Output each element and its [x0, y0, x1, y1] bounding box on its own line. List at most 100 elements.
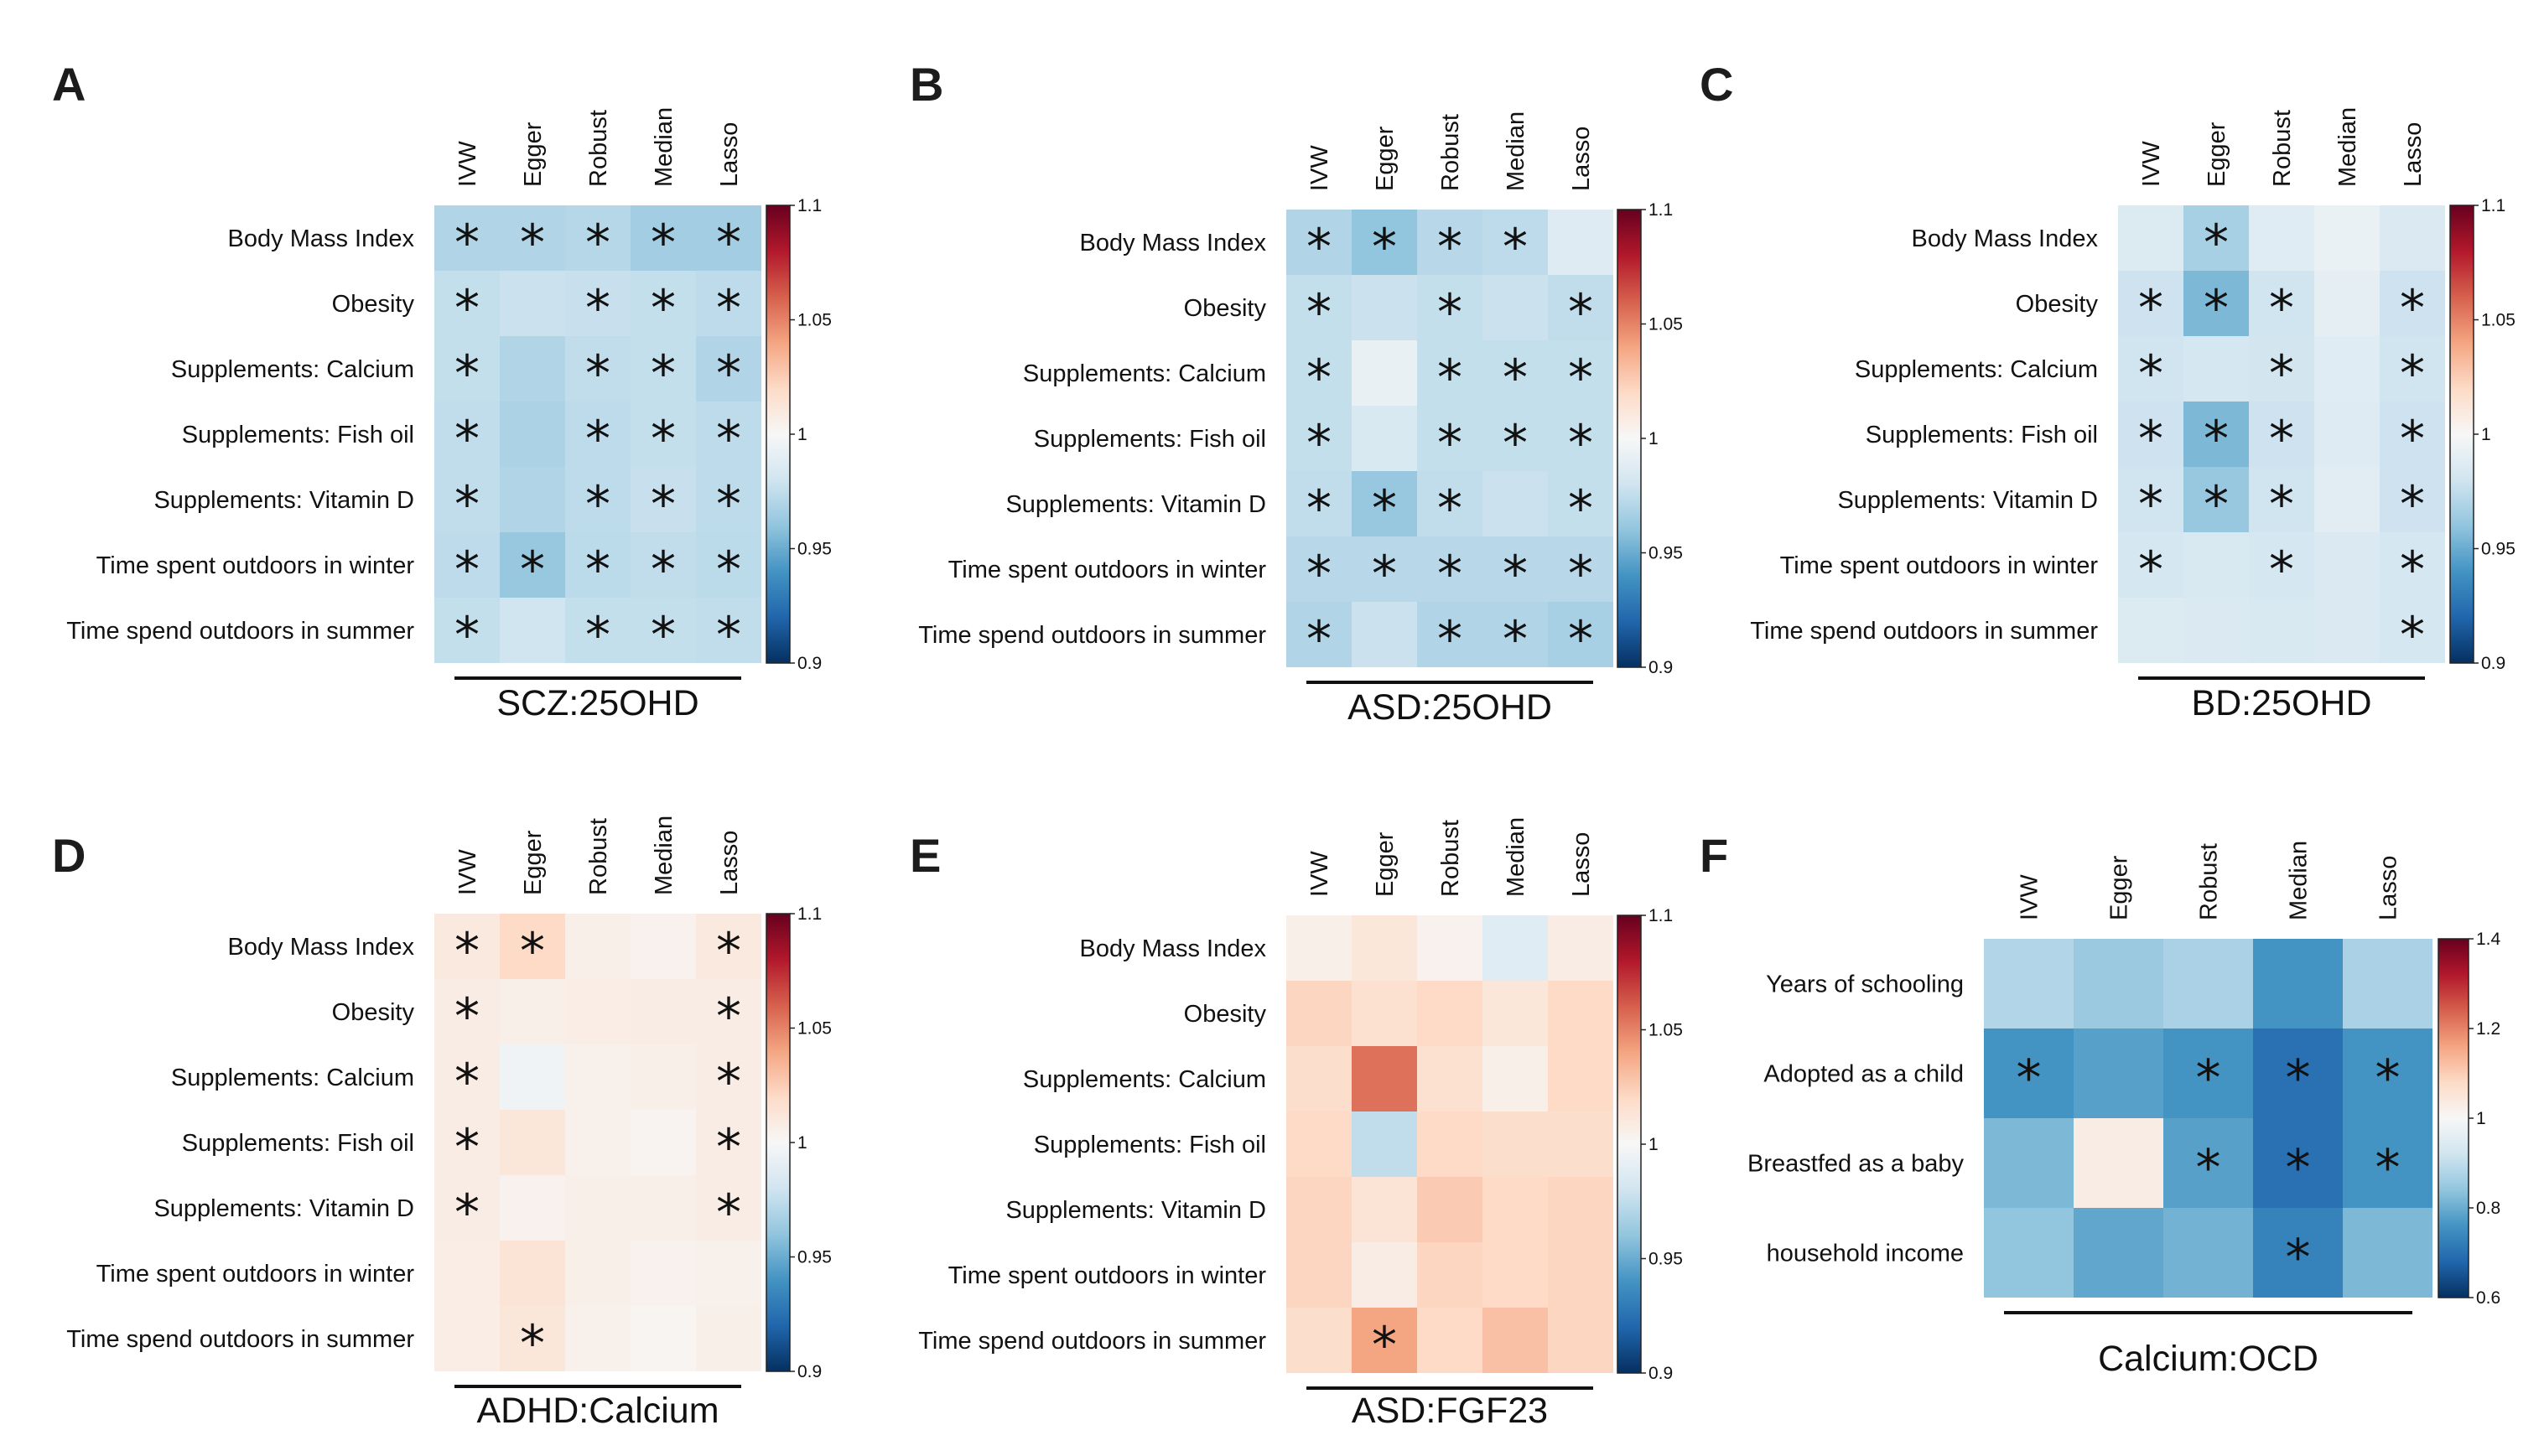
- heatmap-cell: [2380, 205, 2445, 271]
- colorbar-tick-label: 1: [2476, 1109, 2486, 1128]
- heatmap-cell: [1548, 915, 1613, 981]
- heatmap-cell: [2183, 271, 2249, 336]
- heatmap-cell: [696, 467, 761, 532]
- significance-star: *: [651, 475, 676, 534]
- colorbar-tick-label: 0.8: [2476, 1199, 2500, 1218]
- significance-star: *: [1372, 479, 1397, 538]
- significance-star: *: [1568, 610, 1593, 669]
- significance-star: *: [2138, 541, 2163, 599]
- column-label: IVW: [454, 141, 481, 187]
- significance-star: *: [651, 410, 676, 469]
- row-label: Time spent outdoors in winter: [96, 1261, 415, 1288]
- column-label: Lasso: [2375, 856, 2402, 920]
- heatmap-cell: [1548, 471, 1613, 536]
- colorbar-tick-label: 1.05: [797, 311, 832, 330]
- heatmap-cell: [2380, 598, 2445, 663]
- column-label: Median: [1503, 111, 1529, 191]
- heatmap-cell: [631, 979, 696, 1044]
- significance-star: *: [1503, 610, 1528, 669]
- significance-star: *: [454, 1184, 480, 1242]
- heatmap-cell: [565, 532, 631, 598]
- heatmap-cell: [434, 914, 500, 979]
- significance-star: *: [1568, 545, 1593, 604]
- panel-letter: E: [910, 829, 941, 882]
- row-label: Obesity: [1184, 1001, 1267, 1028]
- significance-star: *: [454, 1118, 480, 1177]
- heatmap-cell: [1482, 1242, 1548, 1308]
- heatmap-cell: [1984, 1118, 2074, 1208]
- heatmap-cell: [1417, 1242, 1482, 1308]
- colorbar-tick-label: 1.05: [1648, 1021, 1683, 1040]
- heatmap-cell: [2249, 271, 2314, 336]
- significance-star: *: [716, 410, 741, 469]
- heatmap-cell: [1417, 915, 1482, 981]
- heatmap-cell: [2343, 1208, 2432, 1298]
- heatmap-cell: [1286, 406, 1352, 471]
- heatmap-cell: [1352, 471, 1417, 536]
- heatmap-cell: [1352, 340, 1417, 406]
- panel-c: C IVW Egger Robust Median Lasso Body Mass Inde…: [1700, 58, 2515, 723]
- heatmap-cell: [1548, 981, 1613, 1046]
- panel-letter: C: [1700, 58, 1733, 111]
- heatmap-cell: [1548, 1308, 1613, 1373]
- row-label: Adopted as a child: [1763, 1061, 1964, 1088]
- heatmap-cell: [631, 914, 696, 979]
- heatmap-cell: [696, 402, 761, 467]
- significance-star: *: [2269, 541, 2294, 599]
- heatmap-cell: [2249, 336, 2314, 402]
- heatmap-cell: [1482, 1111, 1548, 1177]
- panel-e: E IVW Egger Robust Median Lasso Body Mass Inde…: [910, 817, 1683, 1431]
- heatmap-cell: [500, 598, 565, 663]
- heatmap-cell: [631, 1306, 696, 1371]
- colorbar-tick-label: 1: [1648, 1135, 1659, 1154]
- row-label: Obesity: [332, 291, 415, 318]
- significance-star: *: [585, 606, 610, 665]
- heatmap-cell: [2163, 1208, 2253, 1298]
- heatmap-cell: [1548, 275, 1613, 340]
- heatmap-cell: [1482, 406, 1548, 471]
- heatmap-cell: [2074, 1118, 2163, 1208]
- significance-star: *: [651, 214, 676, 272]
- colorbar-tick-label: 1.2: [2476, 1019, 2500, 1039]
- panel-a: A IVW Egger Robust Median Lasso Body Mass Inde…: [52, 58, 832, 723]
- heatmap-cell: [2343, 1029, 2432, 1118]
- significance-star: *: [1503, 545, 1528, 604]
- row-label: Obesity: [332, 999, 415, 1026]
- heatmap-cell: [631, 467, 696, 532]
- heatmap-cell: [631, 532, 696, 598]
- heatmap-cell: [2249, 467, 2314, 532]
- significance-star: *: [520, 214, 545, 272]
- colorbar: [1617, 209, 1642, 668]
- heatmap-cell: [2249, 205, 2314, 271]
- significance-star: *: [2204, 410, 2229, 469]
- heatmap-cell: [2183, 598, 2249, 663]
- row-label: Time spend outdoors in summer: [1750, 618, 2098, 645]
- heatmap-cell: [434, 402, 500, 467]
- heatmap-cell: [2380, 532, 2445, 598]
- heatmap-cell: [1417, 1308, 1482, 1373]
- significance-star: *: [1372, 1316, 1397, 1375]
- heatmap-cell: [434, 1110, 500, 1175]
- heatmap-cell: [2253, 1208, 2343, 1298]
- significance-star: *: [716, 279, 741, 338]
- heatmap-cell: [2074, 1208, 2163, 1298]
- heatmap-cell: [2118, 467, 2183, 532]
- heatmap-cell: [1286, 981, 1352, 1046]
- heatmap-cell: [500, 1175, 565, 1241]
- colorbar: [766, 205, 791, 664]
- heatmap-cell: [500, 467, 565, 532]
- heatmap-cell: [696, 598, 761, 663]
- significance-star: *: [2269, 475, 2294, 534]
- significance-star: *: [2196, 1049, 2221, 1108]
- colorbar-tick-label: 1.4: [2476, 930, 2501, 949]
- significance-star: *: [716, 1118, 741, 1177]
- heatmap-cell: [565, 205, 631, 271]
- significance-star: *: [2286, 1139, 2311, 1198]
- heatmap-cell: [2183, 205, 2249, 271]
- colorbar-tick-label: 1.1: [797, 904, 822, 924]
- heatmap-cell: [565, 336, 631, 402]
- row-label: Body Mass Index: [228, 225, 415, 252]
- heatmap-cell: [1286, 536, 1352, 602]
- heatmap-cell: [1548, 210, 1613, 275]
- heatmap-cell: [1417, 340, 1482, 406]
